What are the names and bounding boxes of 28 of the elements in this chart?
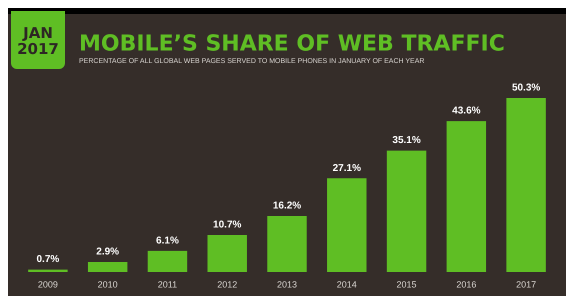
x-tick-label: 2015 [396,280,417,290]
data-label: 16.2% [272,200,302,212]
bar [148,250,188,272]
x-tick-label: 2016 [456,280,476,290]
x-tick-label: 2011 [158,280,178,290]
text: JAN 2017 [17,24,59,58]
data-label: 10.7% [213,219,242,230]
bar [446,121,486,272]
x-tick-label: 2009 [38,280,58,290]
bar [506,98,546,272]
bar [207,234,247,272]
data-label: 43.6% [452,106,481,117]
x-tick-label: 2012 [217,280,238,290]
data-label: 35.1% [392,135,421,146]
data-label: 50.3% [512,82,540,94]
bar [88,262,128,272]
x-tick-label: 2013 [276,280,298,290]
data-label: 0.7% [36,254,60,266]
x-tick-label: 2010 [98,280,118,290]
bar [327,178,367,272]
bar [386,150,426,272]
data-label: 6.1% [156,235,179,246]
data-label: 2.9% [96,246,120,258]
x-tick-label: 2014 [336,280,357,290]
data-label: 27.1% [332,162,362,174]
x-tick-label: 2017 [516,280,536,290]
chart-title: MOBILE’S SHARE OF WEB TRAFFIC [79,32,505,56]
bar [267,216,307,272]
